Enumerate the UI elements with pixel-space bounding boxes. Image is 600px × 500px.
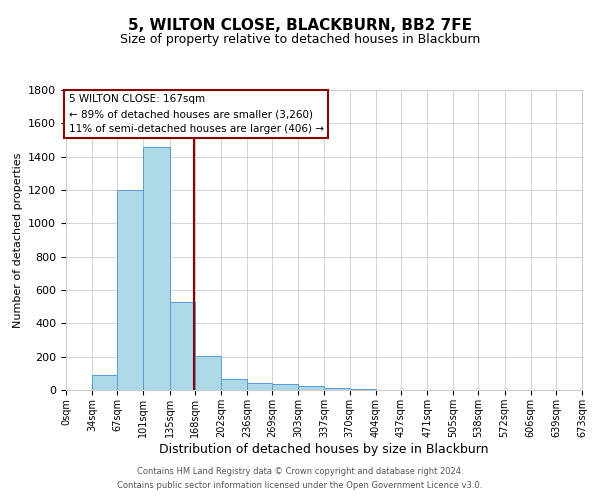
Bar xyxy=(247,382,272,390)
Text: 5 WILTON CLOSE: 167sqm
← 89% of detached houses are smaller (3,260)
11% of semi-: 5 WILTON CLOSE: 167sqm ← 89% of detached… xyxy=(68,94,323,134)
Bar xyxy=(195,356,221,390)
Bar xyxy=(170,302,195,390)
Bar xyxy=(221,379,247,390)
Bar xyxy=(143,146,170,390)
Text: 5, WILTON CLOSE, BLACKBURN, BB2 7FE: 5, WILTON CLOSE, BLACKBURN, BB2 7FE xyxy=(128,18,472,32)
Bar xyxy=(350,388,376,390)
Text: Size of property relative to detached houses in Blackburn: Size of property relative to detached ho… xyxy=(120,32,480,46)
Text: Contains public sector information licensed under the Open Government Licence v3: Contains public sector information licen… xyxy=(118,481,482,490)
Y-axis label: Number of detached properties: Number of detached properties xyxy=(13,152,23,328)
X-axis label: Distribution of detached houses by size in Blackburn: Distribution of detached houses by size … xyxy=(159,442,489,456)
Bar xyxy=(325,388,350,390)
Text: Contains HM Land Registry data © Crown copyright and database right 2024.: Contains HM Land Registry data © Crown c… xyxy=(137,467,463,476)
Bar xyxy=(92,375,118,390)
Bar xyxy=(118,190,143,390)
Bar xyxy=(272,384,298,390)
Bar xyxy=(298,386,325,390)
